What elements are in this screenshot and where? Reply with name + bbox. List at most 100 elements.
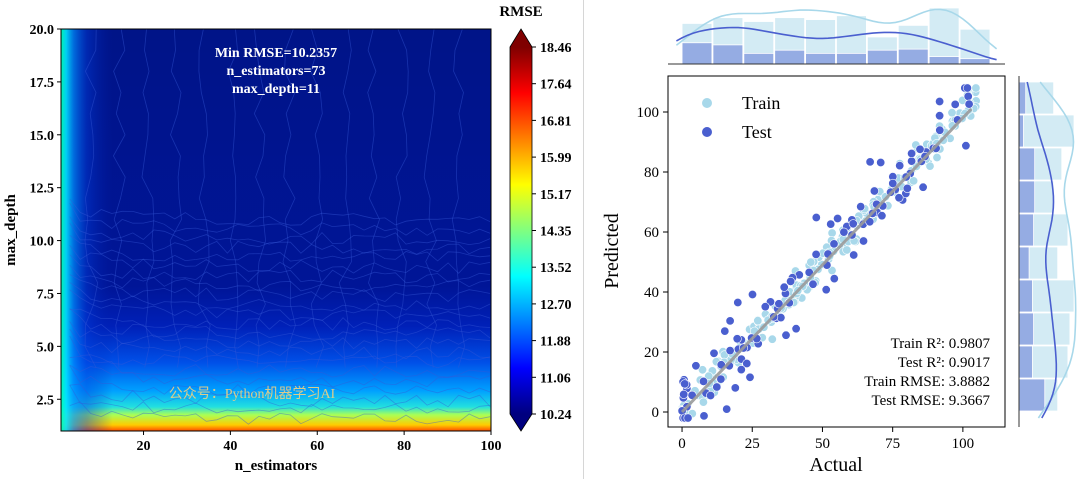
right-hist-bar	[1018, 279, 1075, 313]
right-hist-bar	[1018, 213, 1069, 247]
heatmap-contour-line	[395, 28, 409, 368]
top-hist-bar	[805, 19, 836, 65]
legend-test-label: Test	[742, 122, 772, 142]
test-point	[962, 83, 972, 93]
legend-test-marker	[702, 127, 712, 137]
test-point	[811, 213, 821, 223]
scatter-x-label: Actual	[809, 454, 863, 476]
test-point	[902, 183, 912, 193]
scatter-x-tick-label: 100	[952, 436, 975, 452]
heatmap-y-tick-label: 17.5	[30, 76, 55, 91]
test-point	[683, 413, 693, 423]
scatter-y-tick-label: 80	[644, 165, 659, 181]
reference-line	[680, 107, 973, 414]
test-point	[781, 330, 791, 340]
heatmap-left-edge	[61, 29, 491, 431]
heatmap-y-tick-label: 2.5	[37, 393, 55, 408]
heatmap-contour-line	[69, 401, 491, 425]
test-point	[745, 372, 755, 382]
metric-test-rmse: Test RMSE: 9.3667	[871, 393, 990, 409]
heatmap-contour-line	[69, 364, 491, 388]
heatmap-contour-line	[69, 383, 491, 408]
heatmap-contour-line	[112, 28, 126, 368]
test-point	[725, 346, 735, 356]
top-hist-bar	[866, 49, 898, 65]
test-point	[869, 186, 879, 196]
top-hist-bar	[928, 56, 960, 65]
colorbar-extend-top	[510, 29, 532, 47]
heatmap-contour-line	[69, 245, 491, 274]
heatmap-x-tick-label: 80	[397, 439, 411, 454]
test-point	[720, 326, 730, 336]
scatter-y-tick-label: 100	[637, 105, 660, 121]
min-rmse-annotation: Min RMSE=10.2357	[215, 46, 337, 61]
train-point	[767, 334, 777, 344]
top-hist-bar	[928, 7, 960, 65]
colorbar-gradient	[510, 47, 532, 414]
top-marginal	[668, 7, 1005, 65]
heatmap-contour-line	[69, 335, 491, 369]
scatter-y-tick-label: 0	[652, 405, 660, 421]
heatmap-contour-line	[69, 274, 491, 303]
heatmap-contour-line	[69, 202, 491, 236]
train-point	[932, 153, 942, 163]
right-hist-bar	[1018, 213, 1034, 247]
heatmap-contour-line	[69, 216, 491, 246]
test-point	[774, 299, 784, 309]
test-point	[963, 91, 973, 101]
right-hist-bar	[1018, 312, 1071, 346]
test-point	[915, 144, 925, 154]
test-point	[821, 285, 831, 295]
test-point	[833, 214, 843, 224]
test-point	[829, 274, 839, 284]
colorbar-title: RMSE	[499, 4, 542, 20]
heatmap-panel: 20 40 60 80 100 2.5 5.0 7.5 10.0 12.5 15.0 17.5 20.0…	[3, 4, 572, 474]
test-point	[826, 219, 836, 229]
train-point	[806, 257, 816, 267]
heatmap-contour-line	[169, 28, 182, 368]
legend-train-label: Train	[742, 93, 780, 113]
top-hist-bar	[712, 44, 744, 65]
test-point	[725, 316, 735, 326]
test-point	[935, 111, 945, 121]
heatmap-x-tick-label: 40	[223, 439, 237, 454]
heatmap-contour-line	[69, 198, 491, 226]
top-hist-bar	[681, 42, 713, 65]
right-hist-bar	[1018, 246, 1030, 280]
test-point	[733, 297, 743, 307]
colorbar-tick-label: 18.46	[540, 41, 572, 56]
colorbar-tick-label: 12.70	[540, 298, 572, 313]
right-hist-bar	[1018, 378, 1046, 412]
train-point	[698, 397, 708, 407]
colorbar-tick-label: 10.24	[540, 408, 572, 423]
test-point	[709, 348, 719, 358]
heatmap-y-tick-label: 15.0	[30, 129, 55, 144]
min-n-estimators-annotation: n_estimators=73	[227, 64, 326, 79]
top-hist-bar	[897, 24, 929, 65]
right-kde-train	[1037, 81, 1077, 419]
test-point	[907, 149, 917, 159]
heatmap-contour-line	[367, 28, 380, 368]
colorbar-tick-label: 15.99	[540, 151, 572, 166]
panel-divider	[583, 0, 584, 479]
test-point	[706, 390, 716, 400]
heatmap-x-label: n_estimators	[235, 458, 318, 474]
test-point	[918, 182, 928, 192]
test-point	[848, 219, 858, 229]
colorbar-tick-label: 15.17	[540, 188, 572, 203]
scatter-panel: 0 25 50 75 100 0 20 40 60 80 100 Train Test Train …	[601, 7, 1077, 476]
colorbar-extend-bottom	[510, 414, 532, 431]
train-point	[827, 228, 837, 238]
colorbar: RMSE 18.46 17.64 16.81 15.99 15.17 14.35 13.52…	[499, 4, 572, 432]
scatter-x-tick-label: 0	[678, 436, 686, 452]
test-point	[894, 193, 904, 203]
metric-test-r2: Test R²: 0.9017	[898, 355, 991, 371]
heatmap-frame	[60, 28, 492, 432]
right-kde-test	[1026, 81, 1058, 419]
heatmap-contour-line	[338, 28, 352, 368]
train-point	[925, 161, 935, 171]
right-hist-bar	[1018, 378, 1059, 412]
colorbar-tick-label: 17.64	[540, 78, 572, 93]
top-hist-bar	[774, 49, 806, 65]
scatter-x-tick-label: 25	[745, 436, 760, 452]
